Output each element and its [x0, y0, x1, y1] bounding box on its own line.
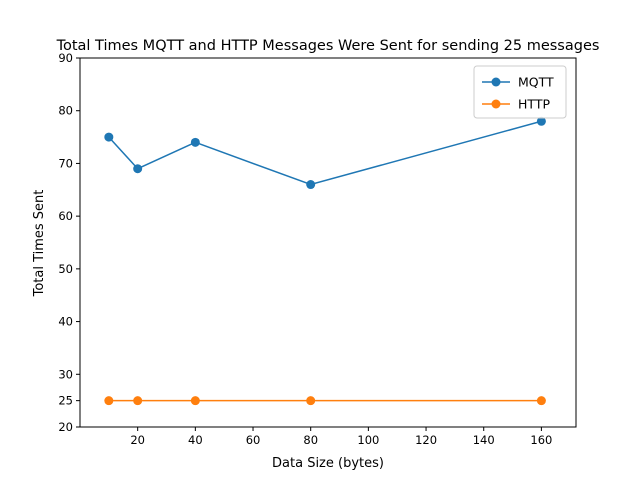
legend-label-mqtt: MQTT: [518, 75, 554, 90]
http-data-point: [536, 396, 546, 406]
x-tick-label: 60: [246, 433, 261, 447]
mqtt-data-point: [104, 132, 114, 142]
y-tick-label: 50: [58, 262, 73, 276]
y-tick-label: 25: [58, 394, 73, 408]
x-tick-label: 80: [303, 433, 318, 447]
x-tick-label: 120: [415, 433, 437, 447]
y-tick-label: 90: [58, 51, 73, 65]
mqtt-data-point: [536, 116, 546, 126]
http-data-point: [104, 396, 114, 406]
series-group: [104, 116, 546, 406]
x-tick-label: 140: [473, 433, 495, 447]
mqtt-data-point: [133, 164, 143, 174]
y-tick-label: 30: [58, 367, 73, 381]
y-tick-label: 70: [58, 156, 73, 170]
x-tick-label: 100: [357, 433, 379, 447]
y-tick-label: 60: [58, 209, 73, 223]
x-tick-label: 40: [188, 433, 203, 447]
x-tick-label: 20: [130, 433, 145, 447]
y-tick-label: 40: [58, 315, 73, 329]
http-data-point: [133, 396, 143, 406]
http-data-point: [306, 396, 316, 406]
legend-label-http: HTTP: [518, 97, 550, 112]
x-axis-label: Data Size (bytes): [272, 456, 384, 471]
mqtt-data-point: [190, 137, 200, 147]
mqtt-data-point: [306, 180, 316, 190]
legend-marker-http: [491, 99, 501, 109]
y-axis-label: Total Times Sent: [32, 190, 47, 298]
http-data-point: [190, 396, 200, 406]
legend: MQTT HTTP: [473, 65, 567, 119]
chart-title: Total Times MQTT and HTTP Messages Were …: [56, 38, 600, 54]
plot-area-frame: [79, 57, 577, 428]
axes: 20 40 60 80 100 120 140 160 20 25 30 40 50 60 70 80 90: [58, 51, 577, 447]
x-tick-label: 160: [530, 433, 552, 447]
y-tick-label: 20: [58, 420, 73, 434]
y-tick-label: 80: [58, 104, 73, 118]
legend-marker-mqtt: [491, 77, 501, 87]
